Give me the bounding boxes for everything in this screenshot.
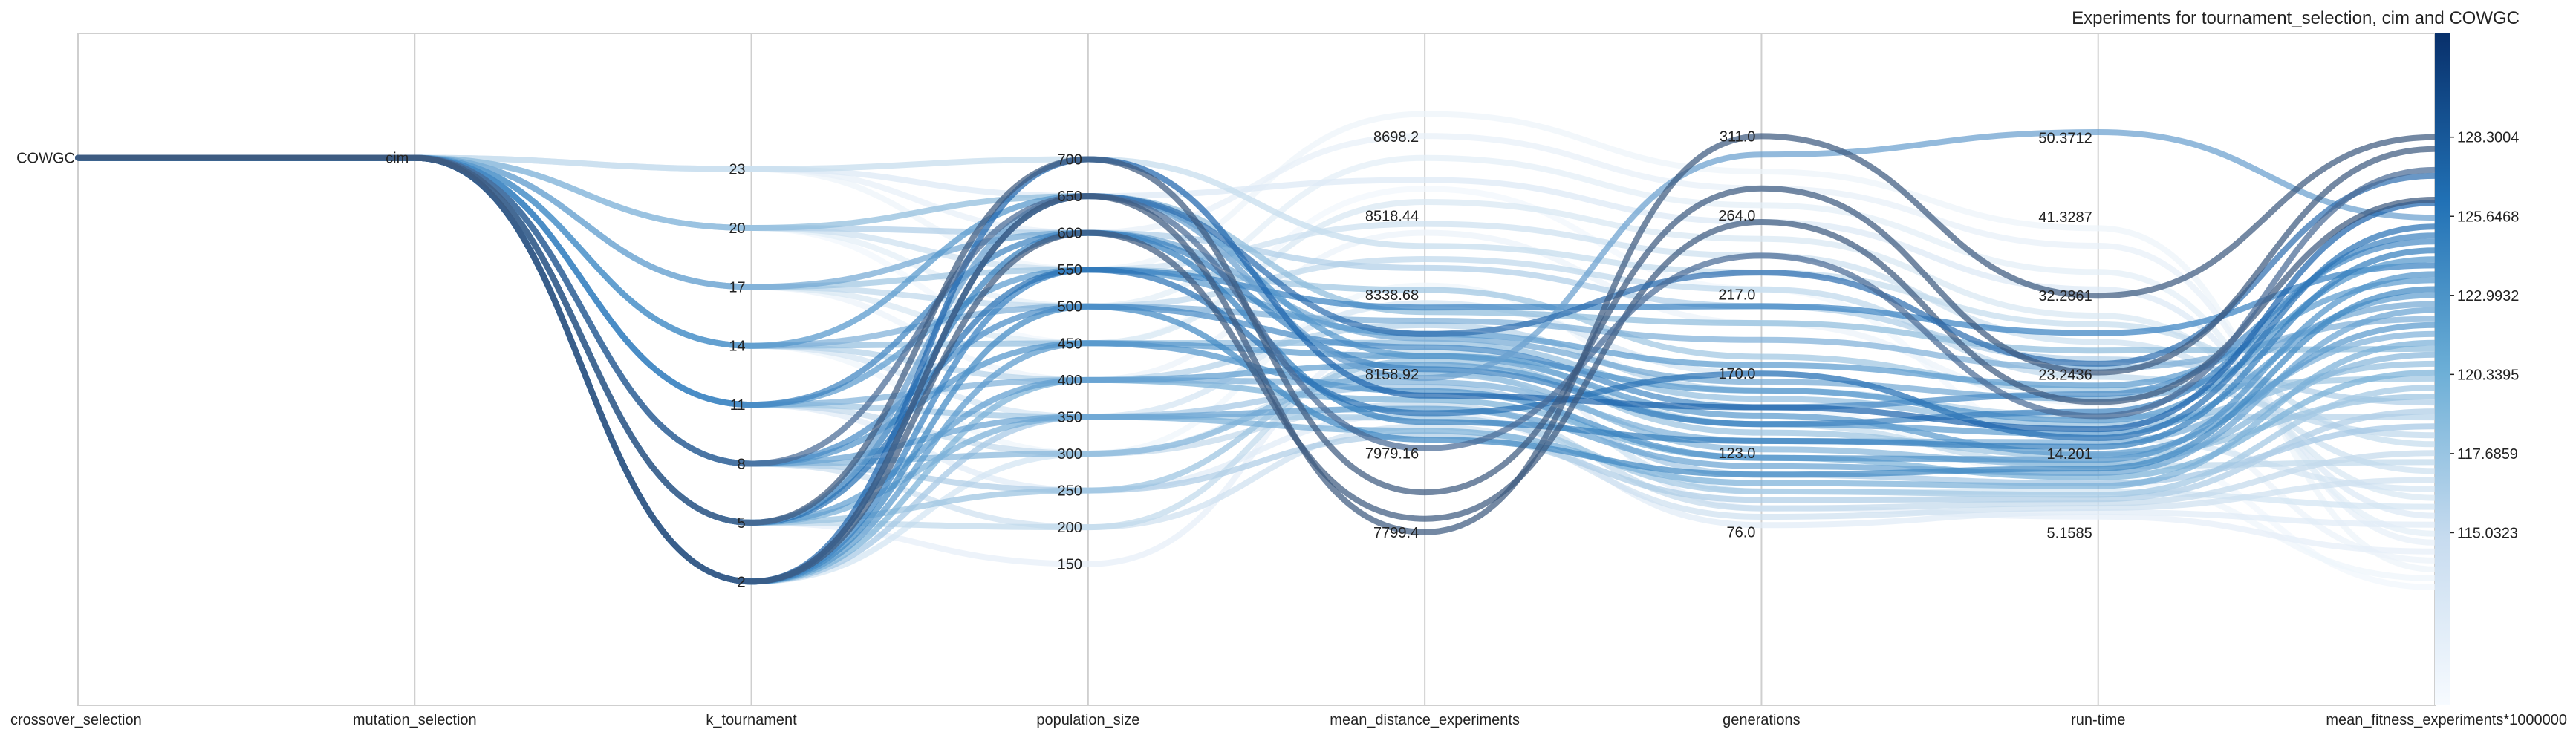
tick-label: 200 <box>1057 520 1082 536</box>
tick-label: 550 <box>1057 262 1082 278</box>
tick-label: 450 <box>1057 336 1082 352</box>
chart-title: Experiments for tournament_selection, ci… <box>2072 8 2520 28</box>
tick-label: 5 <box>737 515 745 532</box>
tick-label: 2 <box>737 574 745 590</box>
tick-label: 264.0 <box>1718 208 1755 224</box>
tick-label: 23.2436 <box>2038 368 2092 384</box>
axis-name-label: mutation_selection <box>353 712 477 728</box>
axis-name-label: k_tournament <box>706 712 797 728</box>
axis-lines <box>414 33 2099 705</box>
tick-labels: COWGC cim 2 5 8 11 14 17 20 23 150 200 250 300 350 400 4… <box>16 128 2519 590</box>
tick-label: 217.0 <box>1718 287 1755 304</box>
colorbar-gradient <box>2435 33 2450 705</box>
tick-label: 350 <box>1057 409 1082 425</box>
tick-label: 125.6468 <box>2457 209 2519 225</box>
axis-name-label: run-time <box>2071 712 2125 728</box>
tick-label: 700 <box>1057 152 1082 169</box>
tick-label: 122.9932 <box>2457 288 2519 304</box>
data-line <box>75 154 2438 354</box>
tick-label: 650 <box>1057 189 1082 205</box>
axis-name-label: population_size <box>1036 712 1139 728</box>
tick-label: 170.0 <box>1718 366 1755 382</box>
tick-label: cim <box>386 151 409 167</box>
tick-label: 123.0 <box>1718 445 1755 462</box>
tick-label: 14 <box>729 339 745 355</box>
tick-label: 5.1585 <box>2047 525 2092 541</box>
tick-label: 128.3004 <box>2457 130 2519 146</box>
tick-label: 400 <box>1057 373 1082 389</box>
tick-label: 311.0 <box>1720 128 1756 145</box>
tick-label: 300 <box>1057 446 1082 463</box>
axis-names: crossover_selection mutation_selection k_t… <box>10 712 2567 728</box>
colorbar <box>2435 33 2450 705</box>
tick-label: 8698.2 <box>1373 129 1419 146</box>
tick-label: 23 <box>729 162 745 178</box>
data-line <box>75 154 2438 424</box>
tick-label: 117.6859 <box>2457 446 2518 463</box>
data-line <box>75 154 2438 448</box>
axis-name-label: crossover_selection <box>10 712 142 728</box>
tick-label: 17 <box>729 279 745 296</box>
tick-label: 8158.92 <box>1365 367 1419 383</box>
axis-name-label: mean_distance_experiments <box>1330 712 1520 728</box>
tick-label: 600 <box>1057 226 1082 242</box>
tick-label: 20 <box>729 221 745 237</box>
data-line <box>75 133 2438 585</box>
tick-label: 150 <box>1057 557 1082 573</box>
tick-label: 14.201 <box>2047 446 2092 463</box>
tick-label: 250 <box>1057 483 1082 500</box>
tick-label: 7979.16 <box>1365 445 1419 462</box>
tick-label: 8 <box>737 457 745 473</box>
tick-label: 115.0323 <box>2457 525 2518 541</box>
data-lines <box>75 111 2438 590</box>
tick-label: 41.3287 <box>2038 209 2092 226</box>
tick-label: 11 <box>730 397 746 414</box>
axis-name-label: generations <box>1723 712 1801 728</box>
tick-label: 50.3712 <box>2038 130 2092 146</box>
tick-label: 120.3395 <box>2457 367 2519 383</box>
axis-name-label: mean_fitness_experiments*1000000 <box>2326 712 2567 728</box>
tick-label: 500 <box>1057 299 1082 316</box>
tick-label: COWGC <box>16 151 75 167</box>
tick-label: 8338.68 <box>1365 287 1419 304</box>
data-line <box>75 146 2438 526</box>
tick-label: 8518.44 <box>1365 209 1419 225</box>
tick-label: 76.0 <box>1726 524 1755 541</box>
tick-label: 32.2861 <box>2038 288 2092 304</box>
tick-label: 7799.4 <box>1373 525 1419 541</box>
